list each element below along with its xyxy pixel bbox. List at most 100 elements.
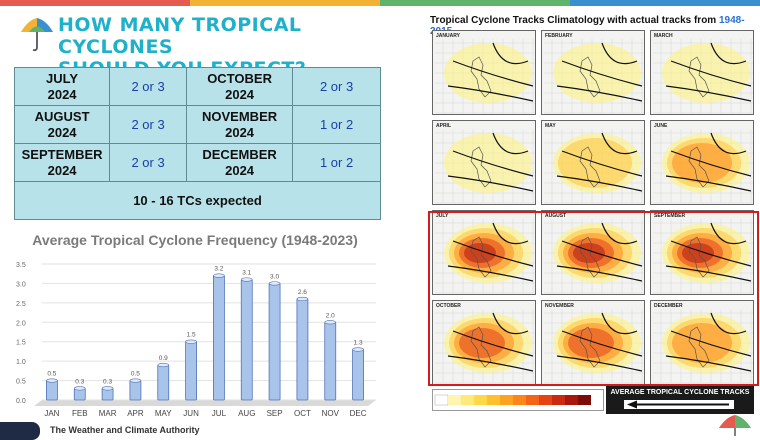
umbrella-logo-icon xyxy=(21,18,53,52)
track-map-drawing xyxy=(544,129,644,204)
bar-chart-svg: 0.0 0.5 1.0 1.5 2.0 2.5 3.0 3.5 0.5 JAN 0.3 FEB 0.3 M… xyxy=(16,262,376,418)
highlight-frame xyxy=(428,211,759,386)
year-label: 2024 xyxy=(47,162,77,178)
umbrella-corner-icon xyxy=(719,415,751,436)
y-tick-label: 0.5 xyxy=(16,379,26,386)
map-month-label: FEBRUARY xyxy=(545,33,573,39)
y-tick-label: 0.0 xyxy=(16,398,26,405)
legend-caption-text: AVERAGE TROPICAL CYCLONE TRACKS xyxy=(610,389,750,396)
color-stripe-green xyxy=(380,0,570,6)
color-stripe-yellow xyxy=(190,0,380,6)
track-map-drawing xyxy=(653,39,753,114)
map-month-label: MAY xyxy=(545,123,556,129)
bar-cap xyxy=(296,296,309,302)
month-label: JULY xyxy=(46,70,79,86)
track-map-may: MAY xyxy=(541,120,645,205)
track-map-grid: JANUARY FEBRUARY MARCH APRIL MAY JUNE JULY AUGU… xyxy=(432,30,754,386)
month-label: OCTOBER xyxy=(207,70,272,86)
total-expected: 10 - 16 TCs expected xyxy=(14,181,381,220)
track-map-june: JUNE xyxy=(650,120,754,205)
map-month-label: OCTOBER xyxy=(436,303,461,309)
value-cell: 1 or 2 xyxy=(292,105,381,144)
month-label: SEPTEMBER xyxy=(21,146,103,162)
track-map-september: SEPTEMBER xyxy=(650,210,754,295)
pagasa-logo-mark xyxy=(0,422,40,440)
bar-value-label: 0.9 xyxy=(159,355,168,362)
x-tick-label: SEP xyxy=(267,409,283,418)
bar-value-label: 0.5 xyxy=(47,371,56,378)
track-map-july: JULY xyxy=(432,210,536,295)
chart-floor xyxy=(34,400,376,406)
x-tick-label: OCT xyxy=(294,409,311,418)
x-tick-label: JUN xyxy=(183,409,199,418)
color-stripe-blue xyxy=(570,0,760,6)
bar xyxy=(352,349,364,401)
value-cell: 2 or 3 xyxy=(109,143,188,182)
x-tick-label: FEB xyxy=(72,409,88,418)
x-tick-label: JAN xyxy=(44,409,59,418)
year-label: 2024 xyxy=(225,162,255,178)
y-tick-label: 3.0 xyxy=(16,281,26,288)
bar-value-label: 1.5 xyxy=(187,332,196,339)
track-map-february: FEBRUARY xyxy=(541,30,645,115)
bar-value-label: 1.3 xyxy=(354,339,363,346)
bar xyxy=(157,364,170,401)
track-map-december: DECEMBER xyxy=(650,300,754,385)
year-label: 2024 xyxy=(47,124,77,140)
year-label: 2024 xyxy=(225,124,255,140)
track-map-november: NOVEMBER xyxy=(541,300,645,385)
x-tick-label: DEC xyxy=(350,409,367,418)
y-tick-label: 2.5 xyxy=(16,301,26,308)
bar-cap xyxy=(213,273,225,278)
value-cell: 2 or 3 xyxy=(292,67,381,106)
bar-cap xyxy=(240,277,253,282)
month-label: AUGUST xyxy=(34,108,90,124)
table-row-total: 10 - 16 TCs expected xyxy=(14,181,381,220)
map-month-label: JANUARY xyxy=(436,33,460,39)
footer-tagline: The Weather and Climate Authority xyxy=(50,425,200,435)
month-label: NOVEMBER xyxy=(202,108,278,124)
bar-cap xyxy=(46,378,58,383)
track-map-january: JANUARY xyxy=(432,30,536,115)
month-cell: OCTOBER 2024 xyxy=(186,67,294,106)
chart-title: Average Tropical Cyclone Frequency (1948… xyxy=(32,232,358,248)
bar xyxy=(268,283,281,401)
month-cell: AUGUST 2024 xyxy=(13,105,111,144)
y-tick-label: 1.0 xyxy=(16,359,26,366)
bar-cap xyxy=(101,386,114,391)
month-cell: NOVEMBER 2024 xyxy=(186,105,294,144)
year-label: 2024 xyxy=(225,86,255,102)
bar-value-label: 2.0 xyxy=(326,312,335,319)
bar xyxy=(129,380,142,401)
track-map-august: AUGUST xyxy=(541,210,645,295)
track-map-drawing xyxy=(653,309,753,384)
bar-value-label: 0.3 xyxy=(75,378,84,385)
bar-cap xyxy=(73,386,86,391)
bar-value-label: 3.2 xyxy=(214,266,223,273)
y-tick-label: 2.0 xyxy=(16,320,26,327)
legend-swatches xyxy=(434,394,591,406)
track-map-drawing xyxy=(544,309,644,384)
map-month-label: APRIL xyxy=(436,123,451,129)
x-tick-label: MAR xyxy=(99,409,117,418)
x-tick-label: JUL xyxy=(212,409,227,418)
heading-line-1: HOW MANY TROPICAL CYCLONES xyxy=(58,14,302,58)
frequency-color-legend xyxy=(432,389,604,411)
bar-cap xyxy=(324,320,337,325)
bar-cap xyxy=(352,347,364,352)
table-row: SEPTEMBER 2024 2 or 3 DECEMBER 2024 1 or 2 xyxy=(13,143,381,182)
x-tick-label: AUG xyxy=(238,409,255,418)
track-map-drawing xyxy=(435,129,535,204)
track-map-drawing xyxy=(435,309,535,384)
month-cell: JULY 2024 xyxy=(13,67,111,106)
track-map-drawing xyxy=(544,219,644,294)
map-month-label: MARCH xyxy=(654,33,673,39)
bar-cap xyxy=(157,362,170,368)
track-map-drawing xyxy=(544,39,644,114)
map-month-label: SEPTEMBER xyxy=(654,213,686,219)
x-tick-label: NOV xyxy=(322,409,340,418)
track-arrow-icon xyxy=(624,400,734,409)
cyclone-prediction-table: JULY 2024 2 or 3 OCTOBER 2024 2 or 3 AUGUS… xyxy=(13,67,381,220)
bar-cap xyxy=(185,339,197,344)
bar xyxy=(185,341,197,401)
